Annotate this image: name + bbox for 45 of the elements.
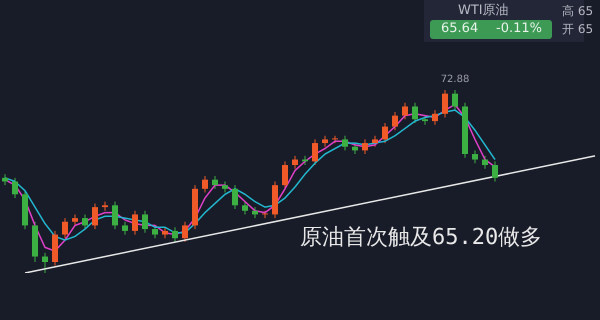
candlestick bbox=[82, 214, 88, 230]
candlestick bbox=[242, 201, 248, 215]
candlestick bbox=[2, 174, 8, 186]
candlestick bbox=[222, 181, 228, 193]
candlestick bbox=[62, 218, 68, 239]
candlestick bbox=[342, 135, 348, 151]
candlestick bbox=[382, 122, 388, 144]
candlestick bbox=[202, 176, 208, 193]
candlestick bbox=[452, 90, 458, 111]
candlestick bbox=[492, 160, 498, 182]
candlestick bbox=[412, 102, 418, 124]
candlestick bbox=[432, 110, 438, 126]
chart-title: WTI原油 bbox=[458, 2, 509, 19]
text: -0.11% bbox=[496, 21, 542, 36]
candlestick bbox=[142, 210, 148, 234]
text: 高 65 bbox=[562, 3, 594, 20]
candlestick bbox=[482, 155, 488, 170]
annotation: 72.88 bbox=[440, 74, 470, 85]
candlestick bbox=[92, 202, 98, 230]
candlestick bbox=[122, 221, 128, 236]
candlestick bbox=[162, 226, 168, 239]
text: 65.64 bbox=[441, 21, 478, 36]
annotation: 原油首次触及65.20做多 bbox=[300, 224, 542, 252]
candlestick bbox=[312, 138, 318, 166]
candlestick bbox=[442, 90, 448, 118]
candlestick bbox=[152, 224, 158, 239]
candlestick bbox=[172, 226, 178, 242]
candlestick bbox=[362, 138, 368, 155]
candlestick bbox=[322, 135, 328, 148]
candlestick bbox=[402, 102, 408, 120]
candlestick bbox=[232, 184, 238, 210]
text: 开 65 bbox=[562, 21, 594, 38]
candlestick bbox=[12, 177, 18, 198]
candlestick bbox=[302, 155, 308, 166]
candlestick bbox=[292, 155, 298, 170]
candlestick bbox=[212, 176, 218, 190]
candlestick bbox=[112, 201, 118, 230]
candlestick bbox=[472, 150, 478, 164]
candlestick bbox=[392, 111, 398, 131]
candlestick bbox=[42, 252, 48, 274]
candlestick bbox=[132, 210, 138, 236]
candlestick bbox=[72, 214, 78, 226]
candlestick bbox=[182, 221, 188, 242]
candlestick bbox=[252, 206, 258, 219]
candlestick bbox=[282, 160, 288, 190]
